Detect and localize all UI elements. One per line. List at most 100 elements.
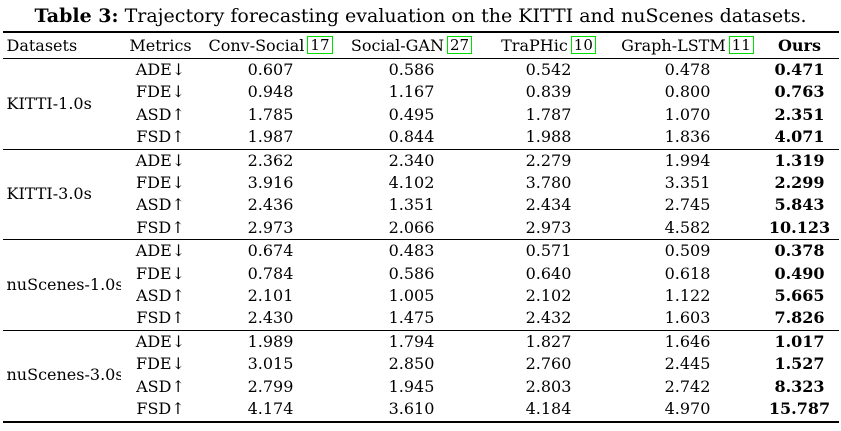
value-cell: 1.827	[525, 331, 572, 351]
value-cell: 2.279	[525, 150, 572, 170]
ours-value-cell: 2.351	[774, 104, 825, 124]
value-cell: 0.948	[247, 82, 294, 102]
table-row: FSD↑ 1.987 0.844 1.988 1.836 4.071	[3, 126, 839, 149]
citation-ref-27[interactable]: 27	[446, 36, 473, 54]
value-cell: 2.362	[247, 150, 294, 170]
value-cell: 0.640	[525, 263, 572, 283]
table-row: KITTI-3.0s ADE↓ 2.362 2.340 2.279 1.994 1.319	[3, 149, 839, 204]
ours-value-cell: 2.299	[774, 173, 825, 193]
table-row: FDE↓ 3.916 4.102 3.780 3.351 2.299	[3, 172, 839, 194]
table-row: FDE↓ 0.784 0.586 0.640 0.618 0.490	[3, 263, 839, 285]
col-header-traphic-label: TraPHic	[501, 36, 568, 55]
value-cell: 2.102	[525, 286, 572, 306]
value-cell: 2.101	[247, 286, 294, 306]
value-cell: 4.102	[388, 173, 435, 193]
value-cell: 1.794	[388, 331, 435, 351]
metric-label: FSD↑	[136, 127, 185, 147]
col-header-social-gan-label: Social-GAN	[350, 36, 444, 55]
citation-ref-11[interactable]: 11	[728, 36, 754, 54]
metric-label: FSD↑	[136, 308, 185, 328]
value-cell: 3.351	[664, 173, 711, 193]
dataset-group: KITTI-3.0s ADE↓ 2.362 2.340 2.279 1.994 1.319 F…	[2, 149, 839, 240]
value-cell: 2.745	[664, 195, 711, 215]
metric-label: FDE↓	[135, 82, 185, 102]
table-row: FSD↑ 2.430 1.475 2.432 1.603 7.826	[3, 307, 839, 330]
value-cell: 2.799	[247, 376, 294, 396]
ours-value-cell: 5.665	[774, 286, 825, 306]
col-header-datasets: Datasets	[6, 36, 78, 55]
metric-label: FDE↓	[135, 354, 185, 374]
value-cell: 1.787	[525, 104, 572, 124]
table-row: FSD↑ 2.973 2.066 2.973 4.582 10.123	[3, 217, 839, 240]
ours-value-cell: 1.319	[774, 150, 825, 170]
citation-ref-17[interactable]: 17	[307, 36, 333, 54]
value-cell: 1.351	[388, 195, 435, 215]
value-cell: 0.844	[388, 127, 435, 147]
ours-value-cell: 7.826	[774, 308, 825, 328]
value-cell: 2.973	[525, 217, 572, 237]
ours-value-cell: 1.527	[774, 354, 825, 374]
dataset-label: nuScenes-1.0s	[6, 274, 121, 294]
value-cell: 2.760	[525, 354, 572, 374]
value-cell: 2.434	[525, 195, 572, 215]
value-cell: 2.445	[664, 354, 711, 374]
value-cell: 0.800	[664, 82, 711, 102]
ours-value-cell: 0.763	[774, 82, 825, 102]
value-cell: 2.430	[247, 308, 294, 328]
value-cell: 0.542	[525, 60, 572, 79]
value-cell: 1.989	[247, 331, 294, 351]
value-cell: 1.994	[664, 150, 711, 170]
value-cell: 1.945	[388, 376, 435, 396]
ours-value-cell: 8.323	[774, 376, 825, 396]
value-cell: 2.803	[525, 376, 572, 396]
value-cell: 1.122	[664, 286, 711, 306]
metric-label: ADE↓	[135, 150, 186, 170]
ours-value-cell: 15.787	[768, 399, 831, 419]
table-row: FDE↓ 3.015 2.850 2.760 2.445 1.527	[3, 353, 839, 375]
dataset-label: KITTI-3.0s	[6, 184, 92, 204]
col-header-conv-social: Conv-Social 17	[201, 32, 341, 59]
ours-value-cell: 10.123	[768, 217, 831, 237]
value-cell: 3.610	[388, 399, 435, 419]
value-cell: 0.618	[664, 263, 711, 283]
col-header-social-gan: Social-GAN 27	[341, 32, 483, 59]
value-cell: 1.167	[388, 82, 435, 102]
value-cell: 0.586	[388, 263, 435, 283]
value-cell: 4.174	[247, 399, 294, 419]
citation-ref-10[interactable]: 10	[570, 36, 596, 54]
table-row: FSD↑ 4.174 3.610 4.184 4.970 15.787	[3, 398, 839, 421]
value-cell: 0.495	[388, 104, 435, 124]
ours-value-cell: 0.490	[774, 263, 825, 283]
metric-label: FSD↑	[136, 399, 185, 419]
table-caption-text: Trajectory forecasting evaluation on the…	[118, 5, 807, 27]
value-cell: 1.646	[664, 331, 711, 351]
ours-value-cell: 0.378	[774, 241, 825, 261]
col-header-conv-social-label: Conv-Social	[208, 36, 305, 55]
value-cell: 0.784	[247, 263, 294, 283]
table-row: KITTI-1.0s ADE↓ 0.607 0.586 0.542 0.478 0.471	[3, 59, 839, 113]
value-cell: 4.582	[664, 217, 711, 237]
value-cell: 0.586	[388, 60, 435, 79]
table-row: nuScenes-1.0s ADE↓ 0.674 0.483 0.571 0.509 0.3…	[3, 240, 839, 294]
value-cell: 2.973	[247, 217, 294, 237]
dataset-label: nuScenes-3.0s	[6, 365, 121, 385]
value-cell: 2.066	[388, 217, 435, 237]
value-cell: 1.988	[525, 127, 572, 147]
value-cell: 2.850	[388, 354, 435, 374]
header-row: Datasets Metrics Conv-Social 17 Social-GA…	[2, 32, 839, 59]
metric-label: ASD↑	[136, 195, 185, 215]
metric-label: ASD↑	[136, 376, 185, 396]
value-cell: 2.436	[247, 195, 294, 215]
ours-value-cell: 0.471	[774, 60, 825, 79]
metric-label: ADE↓	[135, 241, 186, 261]
table-caption-label: Table 3:	[34, 5, 119, 27]
value-cell: 3.916	[247, 173, 294, 193]
value-cell: 1.603	[664, 308, 711, 328]
value-cell: 0.839	[525, 82, 572, 102]
metric-label: FDE↓	[135, 173, 185, 193]
metric-label: ASD↑	[136, 104, 185, 124]
dataset-group: nuScenes-3.0s ADE↓ 1.989 1.794 1.827 1.646 1.0…	[2, 330, 839, 421]
value-cell: 1.005	[388, 286, 435, 306]
table-row: ASD↑ 2.436 1.351 2.434 2.745 5.843	[3, 194, 839, 216]
value-cell: 4.970	[664, 399, 711, 419]
